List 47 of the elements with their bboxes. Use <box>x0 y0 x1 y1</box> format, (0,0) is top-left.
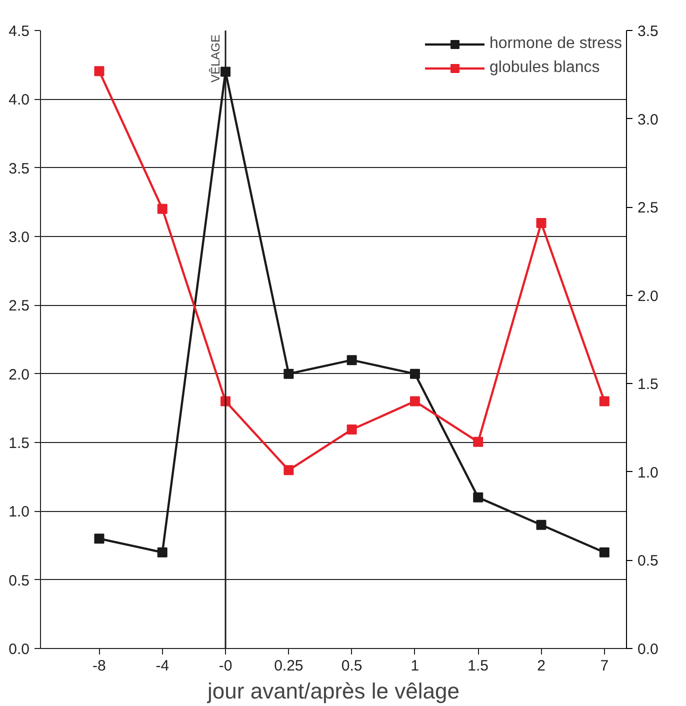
point <box>157 204 168 214</box>
point <box>94 534 104 544</box>
y2-tick-label: 2.0 <box>638 288 658 305</box>
y-tick-label: 2.0 <box>8 366 30 384</box>
y-tick-label: 0.5 <box>8 572 30 590</box>
point <box>157 547 168 558</box>
ref-line-label: VÊLAGE <box>208 34 223 83</box>
point <box>410 396 420 406</box>
legend-label: globules blancs <box>489 59 600 77</box>
y-tick-label: 3.0 <box>8 229 30 246</box>
point <box>473 492 484 502</box>
point <box>346 355 357 366</box>
x-tick-label: -8 <box>92 658 106 674</box>
y2-tick-label: 1.0 <box>638 464 658 482</box>
point <box>284 368 294 379</box>
point <box>536 218 546 228</box>
y-tick-label: 4.0 <box>8 92 30 109</box>
point <box>536 520 546 530</box>
y2-tick-label: 2.5 <box>638 200 658 217</box>
legend-label: hormone de stress <box>489 35 622 53</box>
point <box>284 465 294 476</box>
x-tick-label: -4 <box>156 658 170 674</box>
x-tick-label: 0.5 <box>341 658 362 674</box>
y-tick-label: 0.0 <box>8 641 30 658</box>
y2-tick-label: 0.5 <box>638 552 658 570</box>
point <box>599 396 610 406</box>
point <box>473 436 484 447</box>
point <box>410 368 420 379</box>
y-tick-label: 4.5 <box>8 23 30 40</box>
y2-tick-label: 3.0 <box>638 111 658 128</box>
x-tick-label: 1.5 <box>468 658 489 674</box>
x-tick-label: 1 <box>410 658 420 674</box>
x-tick-label: 7 <box>600 658 609 674</box>
y-tick-label: 1.0 <box>8 504 30 521</box>
point <box>94 66 104 76</box>
x-tick-label: 0.25 <box>274 658 304 674</box>
y2-tick-label: 3.5 <box>638 23 658 40</box>
x-axis-title: jour avant/après le vêlage <box>206 678 460 704</box>
x-tick-label: -0 <box>218 658 232 674</box>
y-tick-label: 1.5 <box>8 435 30 452</box>
y2-tick-label: 1.5 <box>638 376 658 394</box>
y-tick-label: 3.5 <box>8 160 30 178</box>
x-tick-label: 2 <box>537 658 546 674</box>
y2-tick-label: 0.0 <box>638 641 658 658</box>
y-tick-label: 2.5 <box>8 298 30 315</box>
point <box>599 547 610 558</box>
point <box>346 424 357 435</box>
